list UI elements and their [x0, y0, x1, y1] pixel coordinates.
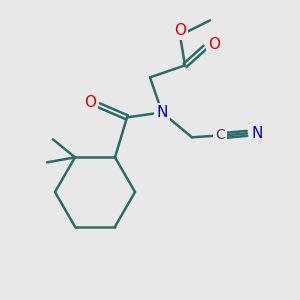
Text: O: O [208, 37, 220, 52]
Text: O: O [174, 23, 186, 38]
Text: O: O [84, 95, 96, 110]
Text: C: C [215, 128, 225, 142]
Text: N: N [251, 126, 263, 141]
Text: N: N [156, 105, 168, 120]
